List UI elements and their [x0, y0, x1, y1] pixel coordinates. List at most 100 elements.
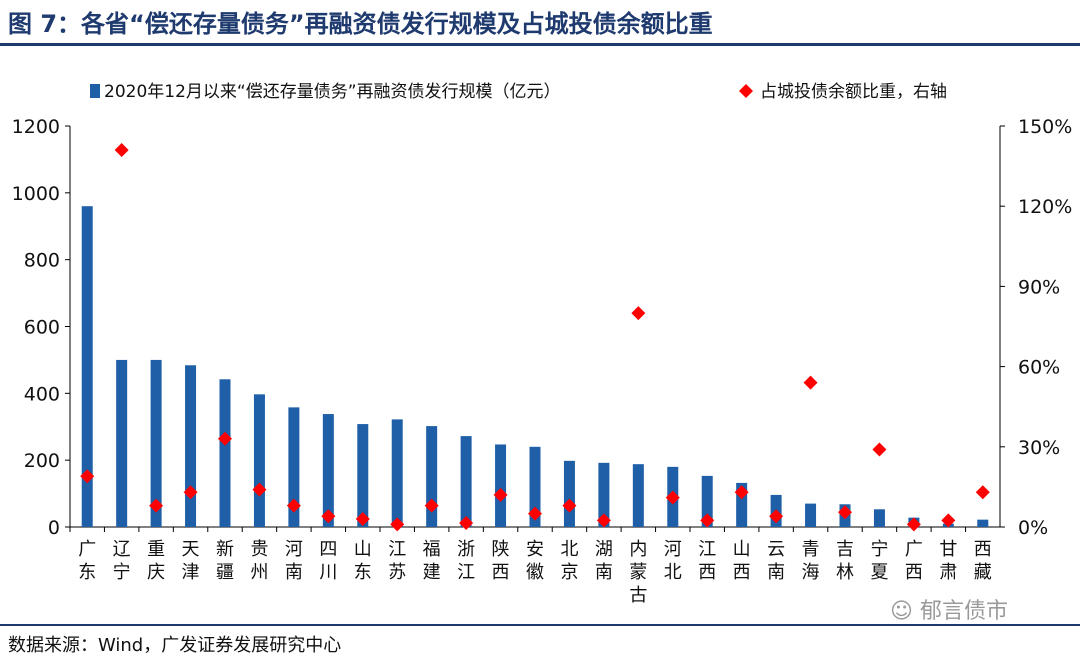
x-label-福建: 福建	[423, 539, 441, 583]
x-label-山西: 山西	[733, 539, 751, 583]
x-label-湖南: 湖南	[595, 539, 613, 583]
left-tick-label: 200	[24, 450, 60, 472]
left-tick-label: 400	[24, 383, 60, 405]
wechat-icon: ☺	[890, 599, 913, 624]
x-label-浙江: 浙江	[457, 539, 475, 583]
marker-辽宁	[114, 143, 129, 158]
marker-山东	[355, 511, 370, 526]
watermark: ☺ 郁言债市	[890, 593, 1008, 625]
x-label-四川: 四川	[319, 539, 337, 583]
bar-辽宁	[116, 359, 128, 527]
bar-浙江	[460, 436, 472, 527]
bar-内蒙古	[632, 464, 644, 527]
marker-吉林	[838, 505, 852, 520]
x-label-北京: 北京	[560, 539, 578, 583]
title-rule	[0, 43, 1080, 46]
right-tick-label: 30%	[1018, 437, 1060, 459]
x-axis-labels: 广东辽宁重庆天津新疆贵州河南四川山东江苏福建浙江陕西安徽北京湖南内蒙古河北江西山…	[78, 539, 992, 606]
bar-新疆	[219, 379, 231, 527]
marker-天津	[183, 485, 198, 500]
marker-甘肃	[941, 513, 956, 528]
bar-江苏	[391, 419, 403, 527]
marker-贵州	[252, 482, 267, 497]
bar-江西	[701, 475, 713, 527]
left-tick-label: 1200	[12, 116, 60, 138]
x-label-吉林: 吉林	[836, 539, 854, 583]
right-tick-label: 0%	[1018, 517, 1048, 539]
marker-新疆	[218, 431, 232, 446]
footer-rule	[0, 624, 1080, 626]
bar-四川	[322, 414, 334, 527]
x-label-辽宁: 辽宁	[113, 539, 131, 583]
axes: 0 200 400 600 800 1000 1200 0% 30% 60% 90% 120% 150%	[12, 116, 1073, 539]
bar-西藏	[977, 519, 989, 527]
x-label-广西: 广西	[905, 539, 923, 583]
marker-series	[80, 143, 990, 532]
x-label-河南: 河南	[285, 539, 303, 583]
marker-江西	[700, 513, 715, 528]
marker-江苏	[390, 517, 405, 532]
x-label-内蒙古: 内蒙古	[629, 539, 647, 606]
legend-bar-label: 2020年12月以来“偿还存量债务”再融资债发行规模（亿元）	[104, 82, 561, 102]
marker-重庆	[149, 498, 164, 513]
marker-广东	[80, 469, 95, 484]
bar-陕西	[495, 444, 507, 527]
right-tick-label: 90%	[1018, 276, 1060, 298]
legend-diamond-swatch	[739, 84, 753, 98]
watermark-text: 郁言债市	[919, 599, 1008, 624]
legend: 2020年12月以来“偿还存量债务”再融资债发行规模（亿元） 占城投债余额比重，…	[90, 82, 947, 102]
x-label-安徽: 安徽	[526, 539, 544, 583]
bar-安徽	[529, 446, 541, 527]
legend-bar-swatch	[90, 84, 100, 98]
bar-天津	[185, 365, 197, 527]
x-label-重庆: 重庆	[147, 539, 165, 583]
x-label-西藏: 西藏	[974, 539, 992, 583]
x-label-云南: 云南	[767, 539, 785, 583]
marker-陕西	[493, 487, 508, 502]
legend-diamond-label: 占城投债余额比重，右轴	[760, 82, 947, 102]
x-label-江苏: 江苏	[388, 539, 406, 583]
x-label-天津: 天津	[182, 539, 200, 583]
marker-广西	[906, 517, 921, 532]
x-label-山东: 山东	[354, 539, 372, 583]
marker-河南	[286, 498, 301, 513]
bar-青海	[805, 503, 817, 527]
x-label-青海: 青海	[802, 539, 820, 583]
chart-canvas: 2020年12月以来“偿还存量债务”再融资债发行规模（亿元） 占城投债余额比重，…	[12, 82, 1073, 606]
x-label-甘肃: 甘肃	[939, 539, 957, 583]
marker-青海	[803, 375, 818, 390]
x-label-陕西: 陕西	[492, 539, 510, 583]
bar-山东	[357, 424, 369, 527]
marker-云南	[769, 509, 784, 524]
marker-山西	[734, 485, 749, 500]
marker-四川	[321, 509, 336, 524]
right-tick-label: 120%	[1018, 196, 1072, 218]
bar-贵州	[253, 394, 265, 527]
figure-title: 图 7：各省“偿还存量债务”再融资债发行规模及占城投债余额比重	[8, 10, 713, 38]
x-label-江西: 江西	[698, 539, 716, 583]
left-tick-label: 0	[48, 517, 60, 539]
bar-湖南	[598, 462, 610, 527]
bar-福建	[426, 426, 438, 527]
x-label-新疆: 新疆	[216, 539, 234, 583]
x-label-河北: 河北	[664, 539, 682, 583]
x-label-宁夏: 宁夏	[870, 539, 888, 583]
marker-内蒙古	[631, 306, 646, 321]
marker-西藏	[975, 485, 990, 500]
x-label-广东: 广东	[78, 539, 96, 583]
marker-北京	[562, 498, 577, 513]
bar-山西	[736, 482, 748, 527]
marker-河北	[665, 490, 680, 505]
left-tick-label: 1000	[12, 183, 60, 205]
right-tick-label: 60%	[1018, 357, 1060, 379]
source-note: 数据来源：Wind，广发证券发展研究中心	[8, 635, 342, 656]
marker-安徽	[528, 506, 542, 521]
bar-河南	[288, 407, 300, 527]
bar-重庆	[150, 359, 162, 527]
bar-series	[81, 206, 989, 527]
marker-福建	[424, 498, 439, 513]
bar-广东	[81, 206, 93, 527]
right-tick-label: 150%	[1018, 116, 1072, 138]
marker-浙江	[459, 515, 474, 530]
bar-宁夏	[873, 509, 885, 527]
